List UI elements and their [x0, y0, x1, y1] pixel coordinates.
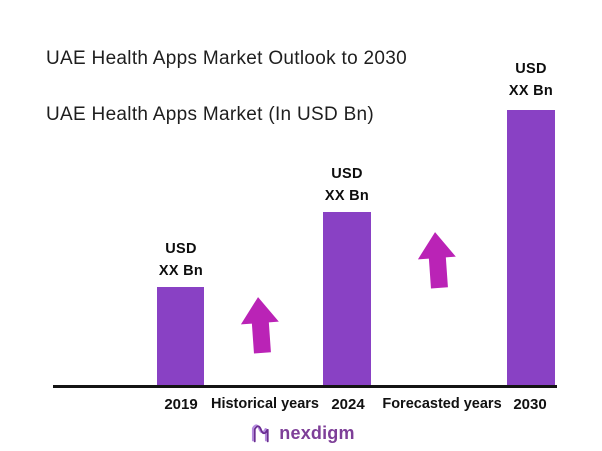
nexdigm-logo-icon	[251, 424, 269, 443]
chart-title: UAE Health Apps Market Outlook to 2030	[46, 48, 407, 69]
x-axis-line	[53, 385, 557, 388]
segment-label-historical: Historical years	[210, 396, 319, 412]
value-line2: XX Bn	[324, 188, 370, 204]
x-tick-2019: 2019	[164, 396, 198, 413]
chart-subtitle: UAE Health Apps Market (In USD Bn)	[46, 104, 375, 125]
nexdigm-logo: nexdigm	[247, 420, 355, 446]
arrow-shape	[240, 297, 279, 354]
segment-label-forecasted: Forecasted years	[382, 396, 502, 412]
value-line1: USD	[165, 241, 197, 257]
bar-value-label-2030: USD XX Bn	[486, 58, 576, 102]
bar-2030	[507, 110, 555, 385]
bar-value-label-2024: USD XX Bn	[302, 163, 392, 207]
x-tick-2030: 2030	[513, 396, 547, 413]
growth-arrow-icon	[240, 297, 279, 354]
nexdigm-logo-text: nexdigm	[279, 422, 355, 443]
value-line2: XX Bn	[158, 263, 204, 279]
arrow-shape	[417, 232, 456, 289]
value-line2: XX Bn	[508, 83, 554, 99]
x-tick-2024: 2024	[331, 396, 365, 413]
growth-arrow-icon	[417, 232, 456, 289]
bar-2024	[323, 212, 371, 385]
value-line1: USD	[331, 166, 363, 182]
bar-value-label-2019: USD XX Bn	[136, 238, 226, 282]
bar-2019	[157, 287, 204, 385]
value-line1: USD	[515, 61, 547, 77]
